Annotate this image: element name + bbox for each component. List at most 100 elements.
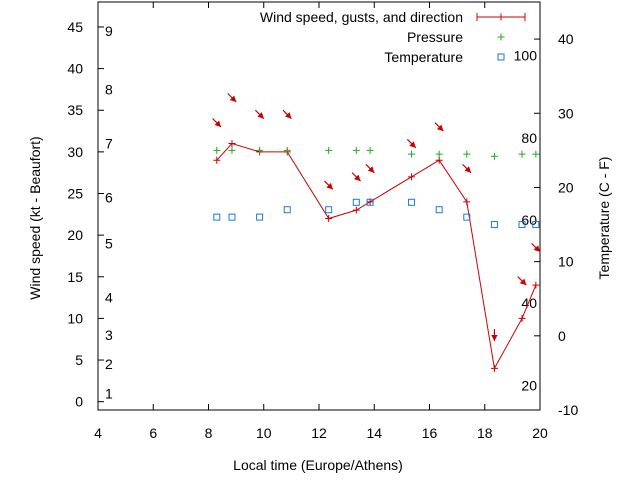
temperature-point	[366, 198, 374, 206]
wind-direction-arrow	[351, 172, 361, 182]
wind-direction-arrow	[212, 118, 222, 128]
wind-speed-point	[490, 364, 498, 372]
temperature-point	[463, 213, 471, 221]
axes-layer: 4 6 8 10 12 14 16 18 20051015202530354045-100102…	[67, 1, 578, 441]
pressure-point	[463, 150, 471, 158]
y-tick-label: 35	[67, 102, 83, 118]
y-tick-label: 40	[67, 61, 83, 77]
x-tick-label: 18	[477, 425, 493, 441]
y2-tick-label: -10	[558, 402, 578, 418]
arrow-head	[409, 141, 416, 148]
fahrenheit-label: 100	[514, 47, 538, 63]
fahrenheit-label: 20	[521, 378, 537, 394]
arrow-head	[367, 166, 375, 173]
pressure-point	[352, 146, 360, 154]
arrow-head	[519, 278, 527, 286]
legend-label-temperature: Temperature	[384, 49, 463, 65]
temperature-point	[490, 221, 498, 229]
wind-direction-arrow	[517, 276, 527, 286]
legend-label-wind: Wind speed, gusts, and direction	[260, 9, 463, 25]
temperature-point	[228, 213, 236, 221]
y-tick-label: 30	[67, 144, 83, 160]
wind-direction-arrow	[324, 180, 334, 190]
wind-speed-point	[463, 198, 471, 206]
pressure-point	[325, 146, 333, 154]
wind-direction-layer	[212, 93, 541, 342]
y2-tick-label: 20	[558, 179, 574, 195]
wind-speed-point	[228, 140, 236, 148]
beaufort-label: 1	[105, 385, 113, 401]
fahrenheit-label: 40	[521, 295, 537, 311]
beaufort-label: 8	[105, 81, 113, 97]
x-tick-label: 16	[422, 425, 438, 441]
beaufort-label: 3	[105, 327, 113, 343]
arrow-head	[326, 182, 333, 190]
arrow-head	[491, 335, 498, 342]
x-tick-label: 12	[311, 425, 327, 441]
series-layer	[213, 140, 540, 372]
y2-tick-label: 40	[558, 31, 574, 47]
pressure-point	[518, 150, 526, 158]
x-tick-label: 14	[366, 425, 382, 441]
temperature-point	[213, 213, 221, 221]
temperature-point	[256, 213, 264, 221]
y-tick-label: 20	[67, 227, 83, 243]
pressure-point	[490, 152, 498, 160]
x-axis-label: Local time (Europe/Athens)	[233, 457, 403, 473]
wind-direction-arrow	[406, 138, 417, 149]
wind-speed-point	[213, 156, 221, 164]
y-tick-label: 45	[67, 19, 83, 35]
beaufort-label: 7	[105, 136, 113, 152]
pressure-point	[366, 146, 374, 154]
temperature-point	[532, 221, 540, 229]
wind-speed-point	[325, 214, 333, 222]
wind-speed-point	[352, 206, 360, 214]
temperature-point	[408, 198, 416, 206]
wind-direction-arrow	[462, 163, 472, 174]
legend-marker-temperature	[497, 53, 505, 61]
legend-label-pressure: Pressure	[407, 29, 463, 45]
pressure-point	[256, 146, 264, 154]
wind-direction-arrow	[434, 122, 444, 132]
wind-direction-arrow	[365, 163, 375, 174]
temperature-point	[518, 221, 526, 229]
legend-marker-wind	[476, 13, 526, 21]
pressure-point	[283, 146, 291, 154]
arrow-head	[436, 124, 444, 132]
wind-direction-arrow	[531, 242, 541, 253]
y2-tick-label: 10	[558, 254, 574, 270]
beaufort-label: 2	[105, 356, 113, 372]
arrow-head	[464, 166, 472, 173]
wind-direction-arrow	[491, 329, 498, 342]
x-tick-label: 20	[532, 425, 548, 441]
y-tick-label: 5	[75, 352, 83, 368]
pressure-point	[228, 146, 236, 154]
y-tick-label: 0	[75, 394, 83, 410]
legend: Wind speed, gusts, and direction Pressure…	[260, 9, 526, 65]
arrow-head	[257, 112, 264, 119]
x-tick-label: 10	[256, 425, 272, 441]
x-tick-label: 8	[205, 425, 213, 441]
temperature-point	[325, 206, 333, 214]
arrow-head	[533, 245, 541, 252]
wind-direction-arrow	[282, 109, 292, 120]
temperature-point	[435, 206, 443, 214]
wind-speed-point	[532, 281, 540, 289]
wind-speed-point	[408, 173, 416, 181]
y2-tick-label: 0	[558, 328, 566, 344]
temperature-point	[352, 198, 360, 206]
wind-speed-point	[435, 156, 443, 164]
fahrenheit-label: 60	[521, 212, 537, 228]
arrow-head	[229, 95, 237, 102]
y2-tick-label: 30	[558, 105, 574, 121]
wind-speed-line	[216, 142, 537, 370]
y-tick-label: 15	[67, 269, 83, 285]
y2-axis-label: Temperature (C - F)	[596, 157, 612, 280]
temperature-point	[283, 206, 291, 214]
pressure-point	[408, 150, 416, 158]
pressure-point	[435, 150, 443, 158]
wind-direction-arrow	[227, 93, 237, 103]
beaufort-label: 6	[105, 190, 113, 206]
wind-speed-point	[518, 314, 526, 322]
